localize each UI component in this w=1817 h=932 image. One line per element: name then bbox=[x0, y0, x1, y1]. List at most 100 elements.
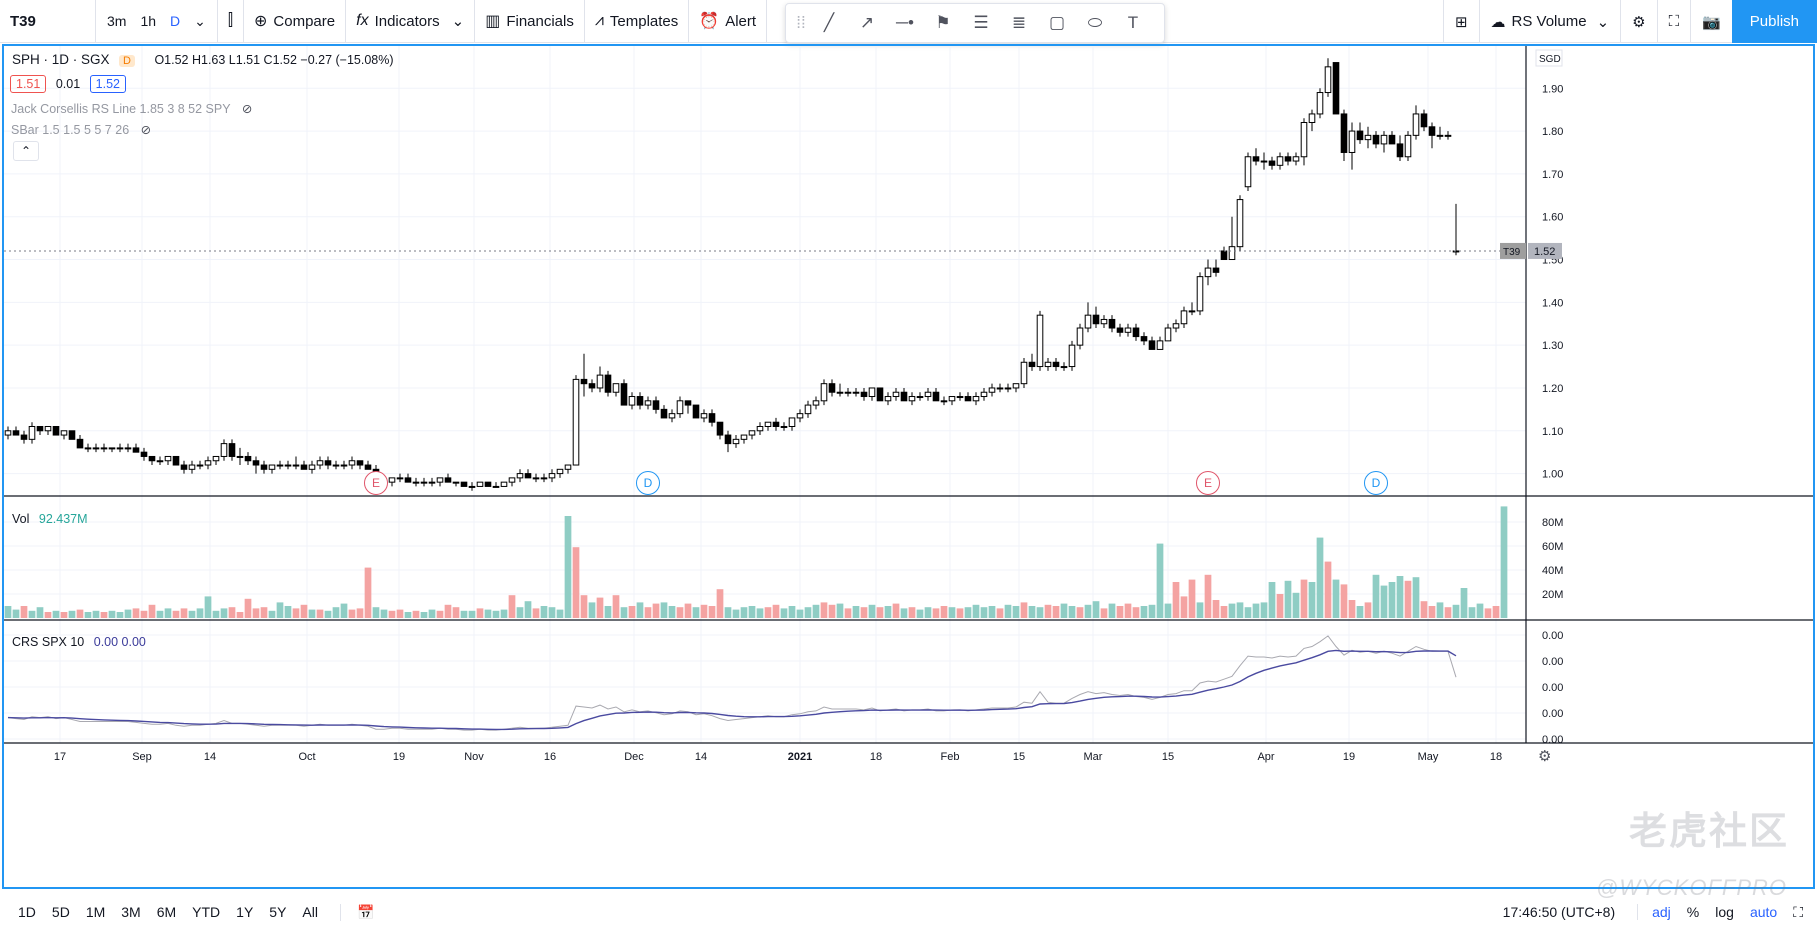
horizontal-ray-icon[interactable]: ─• bbox=[896, 13, 914, 32]
snapshot-button[interactable]: 📷 bbox=[1690, 0, 1732, 43]
candle bbox=[844, 391, 852, 394]
range-3m[interactable]: 3M bbox=[121, 903, 141, 920]
range-1m[interactable]: 1M bbox=[85, 903, 106, 920]
candle bbox=[1324, 66, 1332, 94]
volume-bar bbox=[836, 603, 844, 618]
volume-bar bbox=[804, 607, 812, 618]
interval-d[interactable]: D bbox=[170, 13, 181, 29]
log-toggle[interactable]: log bbox=[1715, 904, 1734, 920]
rs-volume-button[interactable]: ☁ RS Volume ⌄ bbox=[1478, 0, 1621, 43]
candles-icon: ⫿ bbox=[227, 12, 234, 29]
earnings-marker[interactable]: E bbox=[1196, 471, 1220, 495]
candle bbox=[52, 425, 60, 436]
volume-bar bbox=[964, 607, 972, 618]
volume-bar bbox=[1444, 607, 1452, 618]
ray-icon[interactable]: ↗ bbox=[859, 13, 875, 32]
symbol-title[interactable]: SPH · 1D · SGX bbox=[12, 52, 110, 67]
volume-bar bbox=[260, 607, 268, 618]
volume-bar bbox=[572, 547, 580, 618]
volume-bar bbox=[12, 609, 20, 618]
volume-bar bbox=[380, 609, 388, 618]
volume-bar bbox=[1268, 582, 1276, 618]
settings-button[interactable]: ⚙ bbox=[1620, 0, 1656, 43]
symbol-search[interactable]: T39 bbox=[0, 0, 96, 43]
indicator-sbar[interactable]: SBar 1.5 1.5 5 5 7 26 ⊘ bbox=[11, 122, 151, 137]
eye-hidden-icon[interactable]: ⊘ bbox=[241, 102, 253, 116]
volume-bar bbox=[1236, 602, 1244, 618]
candle bbox=[444, 477, 452, 483]
indicator-rs-line[interactable]: Jack Corsellis RS Line 1.85 3 8 52 SPY ⊘ bbox=[11, 101, 252, 116]
percent-toggle[interactable]: % bbox=[1686, 904, 1700, 920]
range-1d[interactable]: 1D bbox=[18, 903, 36, 920]
auto-toggle[interactable]: auto bbox=[1749, 904, 1778, 920]
volume-bar bbox=[844, 608, 852, 618]
bid-price[interactable]: 1.51 bbox=[10, 75, 47, 93]
volume-bar bbox=[916, 609, 924, 618]
chevron-down-icon[interactable]: ⌄ bbox=[194, 12, 206, 29]
adj-toggle[interactable]: adj bbox=[1637, 904, 1679, 920]
eye-hidden-icon[interactable]: ⊘ bbox=[140, 123, 152, 137]
dividend-marker[interactable]: D bbox=[1364, 471, 1388, 495]
rectangle-icon[interactable]: ▢ bbox=[1048, 13, 1066, 32]
chart-area[interactable]: 1.90 1.80 1.70 1.60 1.50 1.40 1.30 1.20 1.10 1.00… bbox=[2, 44, 1815, 889]
volume-bar bbox=[884, 606, 892, 618]
parallel-channel-icon[interactable]: ☰ bbox=[973, 13, 989, 32]
candle bbox=[452, 481, 460, 484]
text-tool-icon[interactable]: T bbox=[1127, 13, 1139, 32]
range-5y[interactable]: 5Y bbox=[269, 903, 287, 920]
volume-bar bbox=[860, 607, 868, 618]
chart-canvas[interactable]: 1.901.801.701.601.501.401.301.201.101.00… bbox=[4, 46, 1813, 887]
volume-bar bbox=[172, 610, 180, 618]
interval-1h[interactable]: 1h bbox=[140, 13, 157, 29]
range-1y[interactable]: 1Y bbox=[236, 903, 254, 920]
ellipse-icon[interactable]: ⬭ bbox=[1087, 13, 1103, 32]
price-tick: 1.40 bbox=[1542, 297, 1563, 309]
candle bbox=[84, 447, 92, 450]
candle bbox=[300, 464, 308, 470]
candle bbox=[1036, 314, 1044, 368]
volume-bar bbox=[276, 602, 284, 618]
crs-tick: 0.00 bbox=[1542, 630, 1563, 642]
financials-button[interactable]: ▥ Financials bbox=[475, 0, 585, 43]
alert-button[interactable]: ⏰ Alert bbox=[689, 0, 768, 43]
clock-time[interactable]: 17:46:50 (UTC+8) bbox=[1502, 904, 1616, 920]
range-all[interactable]: All bbox=[302, 903, 318, 920]
price-tick: 1.10 bbox=[1542, 426, 1563, 438]
fullscreen-button[interactable]: ⛶ bbox=[1656, 0, 1691, 43]
drag-handle-icon[interactable]: ⁞⁞ bbox=[796, 13, 806, 32]
go-to-date-icon[interactable]: 📅 bbox=[339, 903, 382, 921]
fib-retracement-icon[interactable]: ≣ bbox=[1011, 13, 1027, 32]
volume-bar bbox=[1276, 594, 1284, 618]
volume-bar bbox=[1484, 608, 1492, 618]
expand-icon[interactable]: ⛶ bbox=[1793, 903, 1803, 920]
volume-bar bbox=[436, 610, 444, 618]
candle-style-button[interactable]: ⫿ bbox=[218, 0, 245, 43]
layout-button[interactable]: ⊞ bbox=[1442, 0, 1479, 43]
interval-3m[interactable]: 3m bbox=[107, 13, 127, 29]
candle bbox=[1180, 310, 1188, 325]
candle bbox=[1308, 113, 1316, 124]
trend-line-icon[interactable]: ╱ bbox=[823, 13, 835, 32]
range-5d[interactable]: 5D bbox=[51, 903, 70, 920]
range-6m[interactable]: 6M bbox=[156, 903, 177, 920]
crs-tick: 0.00 bbox=[1542, 682, 1563, 694]
candle bbox=[244, 455, 252, 462]
candle bbox=[692, 404, 700, 419]
volume-bar bbox=[444, 604, 452, 618]
collapse-legend-button[interactable]: ⌃ bbox=[13, 141, 39, 161]
publish-button[interactable]: Publish bbox=[1731, 0, 1817, 43]
candle bbox=[404, 477, 412, 483]
price-note-icon[interactable]: ⚑ bbox=[935, 13, 951, 32]
dividend-marker[interactable]: D bbox=[636, 471, 660, 495]
volume-bar bbox=[1404, 580, 1412, 618]
compare-button[interactable]: ⊕ Compare bbox=[244, 0, 347, 43]
alarm-clock-icon: ⏰ bbox=[699, 13, 720, 30]
candle bbox=[204, 460, 212, 466]
indicators-button[interactable]: fx Indicators ⌄ bbox=[346, 0, 476, 43]
templates-button[interactable]: ⩘ Templates bbox=[585, 0, 690, 43]
range-ytd[interactable]: YTD bbox=[192, 903, 221, 920]
volume-bar bbox=[1012, 606, 1020, 618]
volume-bar bbox=[588, 602, 596, 618]
ask-price[interactable]: 1.52 bbox=[89, 75, 126, 93]
earnings-marker[interactable]: E bbox=[364, 471, 388, 495]
